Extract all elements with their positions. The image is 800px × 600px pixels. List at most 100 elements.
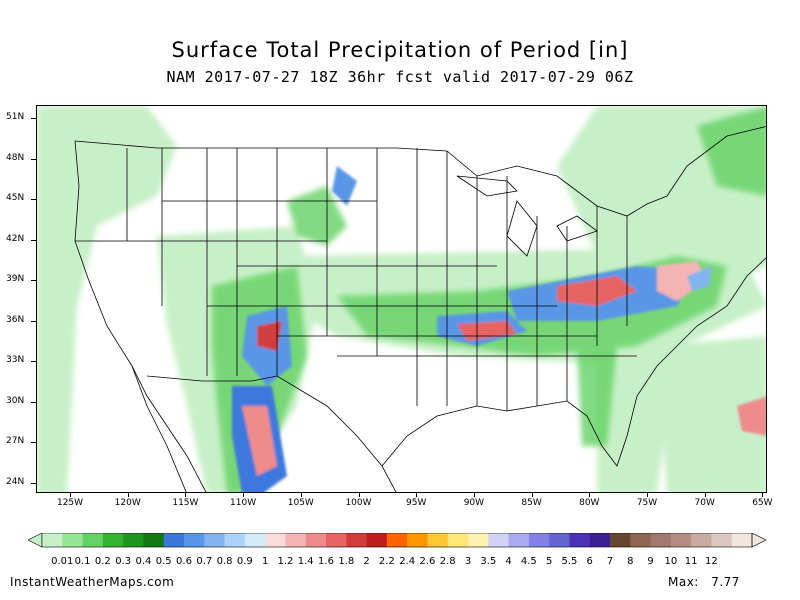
colorbar-swatch [508, 533, 530, 547]
max-readout: Max: 7.77 [668, 575, 740, 589]
colorbar-swatch [407, 533, 428, 547]
colorbar-swatch [143, 533, 165, 547]
colorbar-label: 11 [684, 556, 698, 567]
lon-tick [127, 493, 129, 497]
colorbar-label: 0.1 [74, 556, 91, 567]
colorbar-label: 2.8 [439, 556, 456, 567]
colorbar-swatch [427, 533, 449, 547]
colorbar-label: 1.2 [277, 556, 294, 567]
colorbar-swatch [366, 533, 388, 547]
lon-tick [243, 493, 245, 497]
colorbar-label: 2 [363, 556, 370, 567]
lat-label: 30N [6, 395, 25, 406]
lat-tick [31, 401, 36, 403]
lon-label: 120W [114, 498, 141, 508]
max-value: 7.77 [711, 575, 740, 589]
lat-label: 33N [6, 355, 25, 365]
map-canvas [37, 106, 766, 492]
colorbar-swatch [346, 533, 367, 547]
lon-tick [647, 493, 648, 497]
colorbar-label: 0.8 [216, 556, 233, 567]
colorbar-label: 9 [647, 556, 654, 567]
colorbar-border [41, 533, 753, 548]
colorbar-label: 1.8 [338, 556, 355, 567]
lat-label: 24N [6, 476, 25, 487]
lat-tick [31, 482, 36, 484]
colorbar-swatch [285, 533, 307, 547]
colorbar-swatch [326, 533, 347, 547]
colorbar-swatch [691, 533, 712, 547]
colorbar-swatch [447, 533, 469, 547]
colorbar-label: 3 [464, 556, 472, 567]
colorbar-label: 12 [705, 556, 718, 567]
lon-label: 125W [56, 498, 84, 508]
colorbar-swatch [731, 533, 753, 547]
colorbar-label: 0.7 [196, 556, 213, 567]
precipitation-map [36, 105, 767, 493]
colorbar-swatch [82, 533, 104, 547]
lon-tick [762, 493, 764, 497]
colorbar-swatch [244, 533, 266, 547]
lon-label: 65W [752, 498, 773, 508]
colorbar-label: 7 [606, 556, 614, 567]
lat-label: 27N [6, 436, 25, 446]
colorbar-swatch [610, 533, 631, 547]
colorbar-label: 8 [627, 556, 634, 567]
colorbar-label: 4 [505, 556, 512, 567]
colorbar-swatch [123, 533, 144, 547]
colorbar-label: 0.4 [135, 556, 152, 567]
lat-tick [31, 280, 36, 281]
lon-tick [589, 493, 591, 497]
site-credit[interactable]: InstantWeatherMaps.com [10, 575, 175, 589]
colorbar-label: 1.6 [318, 556, 334, 567]
lon-tick [704, 493, 706, 497]
colorbar-swatch [569, 533, 591, 547]
colorbar-swatch [204, 533, 225, 547]
colorbar-label: 2.2 [378, 556, 395, 567]
colorbar-swatch [468, 533, 489, 547]
colorbar-swatch [589, 533, 611, 547]
lon-label: 80W [579, 498, 600, 508]
colorbar-swatch [265, 533, 286, 547]
colorbar-swatch [224, 533, 246, 547]
colorbar-label: 1.4 [297, 556, 314, 567]
colorbar-label: 2.4 [399, 556, 416, 567]
colorbar-swatch [650, 533, 672, 547]
colorbar-swatch [62, 533, 83, 547]
colorbar-label: 0.3 [115, 556, 132, 567]
colorbar-label: 1 [261, 556, 269, 567]
lat-tick [31, 118, 36, 119]
colorbar-swatch [305, 533, 327, 547]
colorbar-label: 4.5 [520, 556, 537, 567]
colorbar-label: 0.2 [94, 556, 111, 567]
lat-label: 36N [6, 314, 25, 325]
lat-label: 45N [6, 193, 25, 203]
colorbar-swatch [670, 533, 692, 547]
lon-tick [70, 493, 71, 497]
lon-label: 70W [694, 498, 715, 508]
chart-subtitle: NAM 2017-07-27 18Z 36hr fcst valid 2017-… [166, 68, 634, 86]
colorbar-arrow-left [28, 533, 43, 548]
chart-title: Surface Total Precipitation of Period [i… [171, 38, 629, 62]
colorbar-swatch [488, 533, 509, 547]
lat-tick [31, 199, 36, 200]
colorbar-swatch [630, 533, 651, 547]
boundary-lines [74, 126, 766, 492]
lat-label: 39N [6, 274, 25, 284]
lon-tick [358, 493, 360, 497]
lon-label: 85W [521, 498, 542, 508]
colorbar-swatch [711, 533, 733, 547]
colorbar-label: 0.01 [51, 556, 74, 567]
colorbar-swatch [184, 533, 205, 547]
lat-label: 51N [6, 112, 25, 122]
colorbar-label: 0.6 [176, 556, 192, 567]
colorbar-swatch [549, 533, 570, 547]
lon-label: 105W [287, 498, 314, 508]
colorbar-arrow-right [751, 533, 767, 548]
colorbar-swatch [163, 533, 185, 547]
colorbar-label: 2.6 [419, 556, 436, 567]
lon-tick [473, 493, 475, 497]
colorbar-label: 6 [586, 556, 593, 567]
lon-label: 100W [345, 498, 372, 508]
colorbar-label: 3.5 [480, 556, 497, 567]
